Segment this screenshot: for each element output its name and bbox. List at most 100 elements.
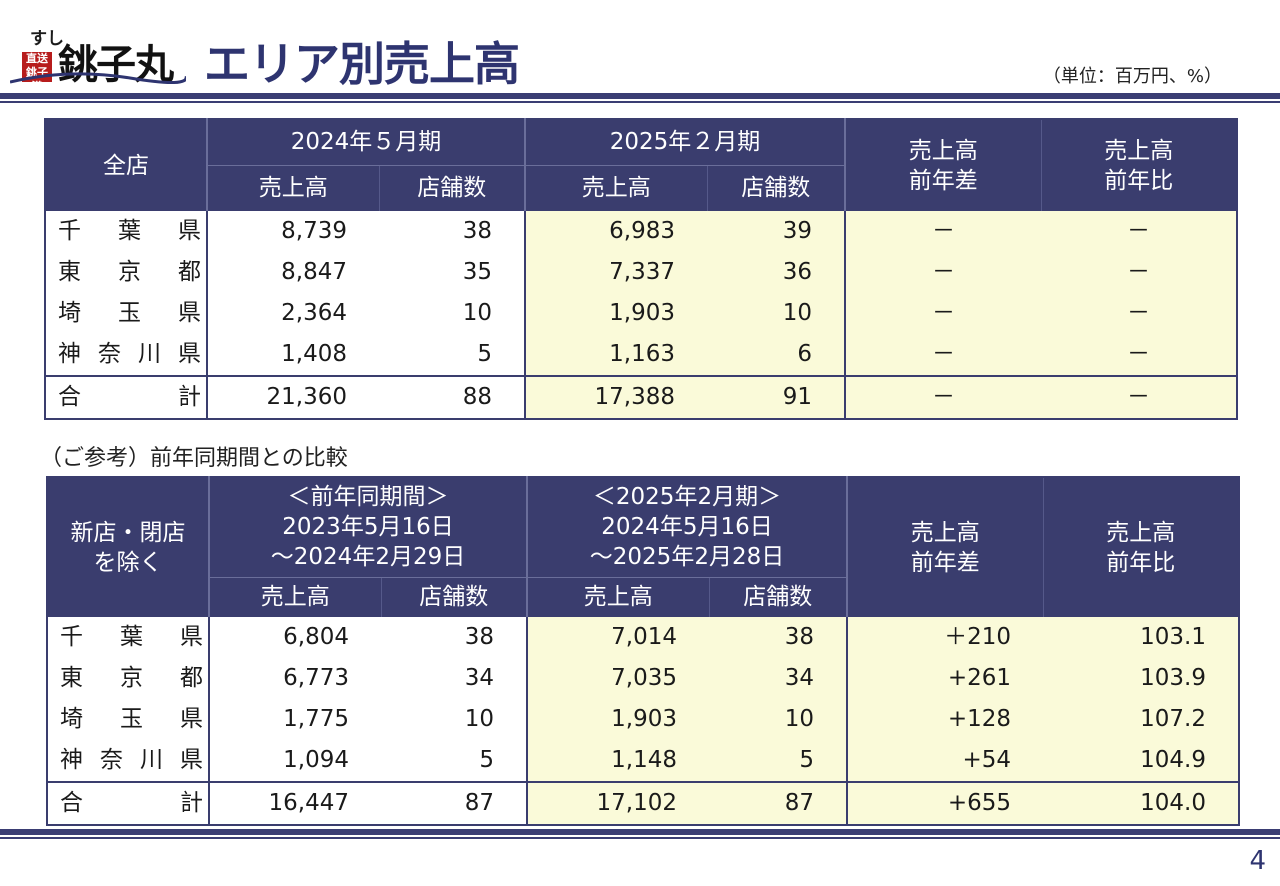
sales-ratio: － — [1041, 252, 1238, 293]
total-sales-curr: 17,102 — [527, 781, 709, 825]
sales-ratio: － — [1041, 293, 1238, 334]
table-total-row: 合計 16,447 87 17,102 87 +655 104.0 — [47, 781, 1239, 825]
stores-curr: 36 — [707, 252, 847, 293]
area-label: 千葉県 — [47, 617, 210, 658]
stores-prev: 35 — [379, 252, 527, 293]
sales-prev: 6,804 — [283, 624, 349, 650]
stores-prev: 38 — [379, 211, 527, 252]
logo-small-text: すし — [30, 29, 64, 49]
sales-ratio: 107.2 — [1043, 699, 1239, 740]
total-sales-diff: － — [845, 375, 1042, 419]
total-sales-diff: +655 — [847, 781, 1043, 825]
table1-sub-sales-2: 売上高 — [524, 165, 708, 211]
sales-prev: 2,364 — [281, 300, 347, 326]
company-logo: すし 直送銚子港 銚子丸 — [10, 22, 186, 93]
table2-sub-sales-2: 売上高 — [526, 577, 709, 617]
footer-divider — [0, 829, 1280, 835]
table-row: 神奈川県 1,094 5 1,148 5 +54 104.9 — [47, 740, 1239, 782]
sales-prev: 1,775 — [283, 706, 349, 732]
stores-prev: 5 — [379, 334, 527, 376]
area-label: 埼玉県 — [47, 699, 210, 740]
table1-sub-stores-1: 店舗数 — [378, 165, 526, 211]
table1-period2-header: 2025年２月期 — [524, 119, 846, 166]
sales-prev: 1,094 — [283, 747, 349, 773]
table-row: 千葉県 6,804 38 7,014 38 ＋210 103.1 — [47, 617, 1239, 658]
stores-curr: 10 — [707, 293, 847, 334]
sales-prev: 8,847 — [281, 259, 347, 285]
table1-sub-sales-1: 売上高 — [206, 165, 379, 211]
sales-diff: ＋210 — [847, 617, 1043, 658]
total-sales-prev: 16,447 — [209, 781, 381, 825]
table2-period1-header: ＜前年同期間＞ 2023年5月16日 ～2024年2月29日 — [208, 477, 527, 578]
header-divider — [0, 93, 1280, 99]
area-label: 埼玉県 — [45, 293, 208, 334]
table-row: 埼玉県 1,775 10 1,903 10 +128 107.2 — [47, 699, 1239, 740]
sales-diff: － — [845, 252, 1042, 293]
stores-prev: 10 — [381, 699, 528, 740]
table-total-row: 合計 21,360 88 17,388 91 － － — [45, 375, 1238, 419]
area-label: 神奈川県 — [47, 740, 210, 782]
sales-diff: +54 — [847, 740, 1043, 782]
table-row: 神奈川県 1,408 5 1,163 6 － － — [45, 334, 1238, 376]
table1-diff-header: 売上高 前年差 — [844, 119, 1042, 211]
sales-ratio: 103.9 — [1043, 658, 1239, 699]
table1-period1-header: 2024年５月期 — [205, 119, 526, 166]
stores-curr: 10 — [709, 699, 848, 740]
stores-curr: 38 — [709, 617, 848, 658]
sales-prev: 8,739 — [281, 218, 347, 244]
sales-prev: 1,408 — [281, 341, 347, 367]
sales-curr: 1,903 — [527, 699, 709, 740]
header-divider-thin — [0, 101, 1280, 103]
table1-ratio-header: 売上高 前年比 — [1040, 119, 1238, 211]
total-stores-prev: 88 — [379, 375, 527, 419]
sales-curr: 7,014 — [527, 617, 709, 658]
page-title: エリア別売上高 — [204, 37, 520, 91]
total-stores-curr: 91 — [707, 375, 847, 419]
sales-curr: 7,035 — [527, 658, 709, 699]
sales-curr: 7,337 — [525, 252, 708, 293]
stores-prev: 10 — [379, 293, 527, 334]
area-label: 東京都 — [47, 658, 210, 699]
sales-curr: 6,983 — [525, 211, 708, 252]
stores-prev: 5 — [381, 740, 528, 782]
stores-curr: 34 — [709, 658, 848, 699]
table2-sub-stores-1: 店舗数 — [380, 577, 527, 617]
sales-ratio: － — [1041, 211, 1238, 252]
page-number: 4 — [1249, 846, 1266, 876]
total-sales-ratio: 104.0 — [1043, 781, 1239, 825]
area-label: 千葉県 — [45, 211, 208, 252]
total-sales-curr: 17,388 — [525, 375, 708, 419]
table-row: 千葉県 8,739 38 6,983 39 － － — [45, 211, 1238, 252]
table2-period2-header: ＜2025年2月期＞ 2024年5月16日 ～2025年2月28日 — [526, 477, 847, 578]
stores-prev: 34 — [381, 658, 528, 699]
same-store-comparison-table: 新店・閉店 を除く ＜前年同期間＞ 2023年5月16日 ～2024年2月29日 ＜2… — [46, 476, 1240, 826]
sales-ratio: 104.9 — [1043, 740, 1239, 782]
stores-curr: 39 — [707, 211, 847, 252]
sales-ratio: － — [1041, 334, 1238, 376]
table1-corner: 全店 — [45, 119, 207, 211]
table2-corner: 新店・閉店 を除く — [47, 477, 209, 617]
table-row: 東京都 6,773 34 7,035 34 +261 103.9 — [47, 658, 1239, 699]
table-row: 埼玉県 2,364 10 1,903 10 － － — [45, 293, 1238, 334]
sales-curr: 1,903 — [525, 293, 708, 334]
sales-prev: 6,773 — [283, 665, 349, 691]
stores-curr: 6 — [707, 334, 847, 376]
area-sales-table: 全店 2024年５月期 2025年２月期 売上高 前年差 売上高 前年比 売上高 店… — [44, 118, 1239, 420]
stores-prev: 38 — [381, 617, 528, 658]
table2-ratio-header: 売上高 前年比 — [1042, 477, 1239, 617]
total-stores-curr: 87 — [709, 781, 848, 825]
sales-diff: － — [845, 334, 1042, 376]
total-label: 合計 — [47, 781, 210, 825]
table2-diff-header: 売上高 前年差 — [846, 477, 1043, 617]
table2-sub-stores-2: 店舗数 — [708, 577, 847, 617]
total-sales-ratio: － — [1041, 375, 1238, 419]
footer-divider-thin — [0, 837, 1280, 839]
table2-sub-sales-1: 売上高 — [208, 577, 381, 617]
sales-curr: 1,148 — [527, 740, 709, 782]
total-sales-prev: 21,360 — [207, 375, 379, 419]
total-label: 合計 — [45, 375, 208, 419]
table-row: 東京都 8,847 35 7,337 36 － － — [45, 252, 1238, 293]
stores-curr: 5 — [709, 740, 848, 782]
logo-wave-icon — [10, 72, 186, 85]
area-label: 東京都 — [45, 252, 208, 293]
